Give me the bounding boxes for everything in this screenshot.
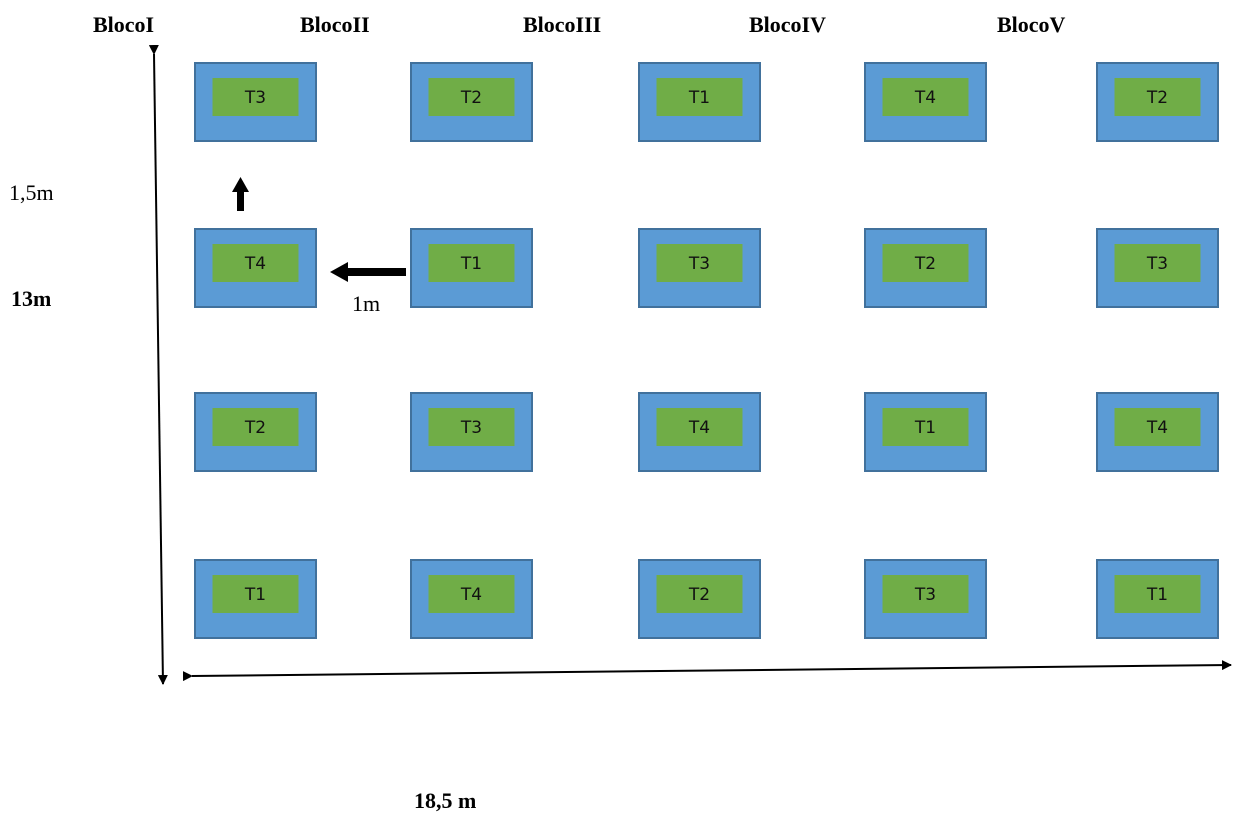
plot-1-3: T1: [638, 62, 761, 142]
block-label-4: BlocoIV: [749, 12, 826, 37]
plot-useful-area: [656, 244, 743, 282]
plot-1-4: T4: [864, 62, 987, 142]
plot-useful-area: [882, 408, 969, 446]
plot-useful-area: [428, 244, 515, 282]
plot-useful-area: [656, 78, 743, 116]
plot-1-2: T2: [410, 62, 533, 142]
block-label-5: BlocoV: [997, 12, 1066, 37]
plot-3-3: T4: [638, 392, 761, 472]
plot-2-3: T3: [638, 228, 761, 308]
width-dimension-arrow: [182, 660, 1232, 682]
treatment-label: T1: [244, 585, 266, 605]
plot-2-4: T2: [864, 228, 987, 308]
plot-2-5: T3: [1096, 228, 1219, 308]
plot-useful-area: [212, 244, 299, 282]
plot-4-5: T1: [1096, 559, 1219, 639]
plot-3-2: T3: [410, 392, 533, 472]
plot-3-5: T4: [1096, 392, 1219, 472]
plot-useful-area: [1114, 575, 1201, 613]
treatment-label: T3: [914, 585, 936, 605]
treatment-label: T2: [244, 418, 266, 438]
block-label-2: BlocoII: [300, 12, 370, 37]
plot-useful-area: [1114, 78, 1201, 116]
treatment-label: T2: [688, 585, 710, 605]
treatment-label: T1: [1146, 585, 1168, 605]
plot-useful-area: [656, 575, 743, 613]
treatment-label: T2: [914, 254, 936, 274]
plot-useful-area: [882, 575, 969, 613]
total-width-label: 18,5 m: [414, 788, 476, 813]
treatment-label: T1: [460, 254, 482, 274]
treatment-label: T4: [244, 254, 266, 274]
plot-useful-area: [882, 78, 969, 116]
treatment-label: T4: [914, 88, 936, 108]
plot-3-1: T2: [194, 392, 317, 472]
row-spacing-label: 1,5m: [9, 180, 54, 205]
plot-useful-area: [212, 408, 299, 446]
treatment-label: T3: [688, 254, 710, 274]
plot-useful-area: [656, 408, 743, 446]
plot-4-2: T4: [410, 559, 533, 639]
plot-useful-area: [428, 575, 515, 613]
plot-useful-area: [428, 408, 515, 446]
row-spacing-arrow-icon: [232, 177, 249, 211]
plot-2-1: T4: [194, 228, 317, 308]
plot-1-5: T2: [1096, 62, 1219, 142]
treatment-label: T1: [688, 88, 710, 108]
col-spacing-label: 1m: [352, 291, 380, 316]
plot-4-4: T3: [864, 559, 987, 639]
treatment-label: T3: [244, 88, 266, 108]
height-dimension-arrow: [148, 44, 168, 685]
plot-2-2: T1: [410, 228, 533, 308]
plot-useful-area: [212, 78, 299, 116]
treatment-label: T1: [914, 418, 936, 438]
treatment-label: T2: [1146, 88, 1168, 108]
block-label-3: BlocoIII: [523, 12, 601, 37]
treatment-label: T4: [1146, 418, 1168, 438]
plot-useful-area: [212, 575, 299, 613]
col-spacing-arrow-icon: [330, 262, 406, 282]
plot-useful-area: [1114, 244, 1201, 282]
plot-1-1: T3: [194, 62, 317, 142]
plots-grid: T3 T2 T1 T4 T2 T4 T1 T3 T2 T3 T2 T3 T4 T1 T4 T1 T4 T2 T3 T1: [194, 62, 1219, 639]
block-label-1: BlocoI: [93, 12, 154, 37]
plot-useful-area: [428, 78, 515, 116]
treatment-label: T4: [460, 585, 482, 605]
treatment-label: T3: [1146, 254, 1168, 274]
plot-3-4: T1: [864, 392, 987, 472]
treatment-label: T3: [460, 418, 482, 438]
plot-4-3: T2: [638, 559, 761, 639]
plot-useful-area: [1114, 408, 1201, 446]
treatment-label: T2: [460, 88, 482, 108]
plot-4-1: T1: [194, 559, 317, 639]
total-height-label: 13m: [11, 286, 51, 311]
treatment-label: T4: [688, 418, 710, 438]
plot-useful-area: [882, 244, 969, 282]
